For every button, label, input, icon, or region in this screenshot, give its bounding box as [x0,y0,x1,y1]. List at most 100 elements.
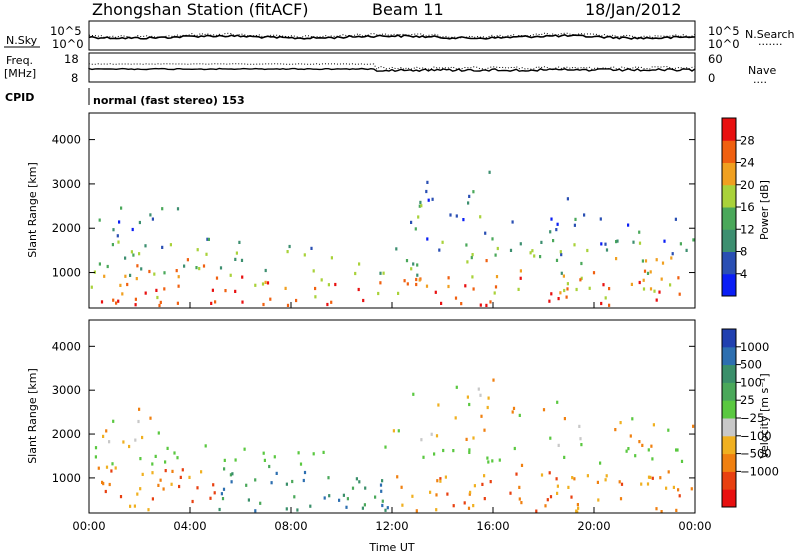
heatmap-cell [614,428,617,432]
heatmap-cell [263,458,266,462]
heatmap-cell [573,477,576,481]
heatmap-cell [223,458,226,462]
heatmap-cell [275,471,278,475]
heatmap-cell [483,497,486,501]
heatmap-cell [139,457,142,461]
heatmap-cell [489,300,492,304]
heatmap-cell [426,180,429,184]
heatmap-cell [411,494,414,498]
heatmap-cell [327,283,330,287]
heatmap-cell [234,289,237,293]
heatmap-cell [382,271,385,275]
heatmap-cell [472,436,475,440]
heatmap-cell [134,297,137,301]
heatmap-cell [586,474,589,478]
heatmap-cell [131,227,134,232]
heatmap-cell [464,284,467,288]
heatmap-cell [326,302,329,307]
heatmap-cell [576,503,579,507]
heatmap-cell [346,497,349,501]
heatmap-cell [449,213,452,217]
heatmap-cell [433,452,436,456]
heatmap-cell [149,213,152,217]
heatmap-cell [261,282,265,286]
heatmap-cell [144,244,147,248]
heatmap-cell [552,239,555,243]
heatmap-cell [229,473,232,477]
heatmap-cell [555,258,559,262]
heatmap-cell [470,256,473,260]
heatmap-cell [121,292,124,296]
heatmap-cell [533,254,536,258]
sky-right-label: N.Search [745,28,795,41]
heatmap-cell [137,419,140,424]
heatmap-cell [426,237,429,241]
heatmap-cell [463,501,466,505]
heatmap-cell [176,301,179,305]
heatmap-cell [111,462,114,466]
velocity-colorbar-label: 25 [740,393,755,407]
velocity-colorbar-label: 1000 [740,340,769,354]
heatmap-cell [191,499,194,504]
beam-label: Beam 11 [372,0,444,19]
heatmap-cell [374,495,377,499]
cpid-label: CPID [5,91,34,104]
heatmap-cell [472,504,475,508]
heatmap-cell [288,244,291,249]
heatmap-cell [550,292,553,296]
heatmap-cell [98,218,101,222]
heatmap-cell [638,241,642,245]
heatmap-cell [431,197,434,201]
heatmap-cell [556,400,559,404]
heatmap-cell [677,488,680,492]
heatmap-cell [358,262,361,266]
heatmap-cell [640,482,643,486]
power-ytick-label: 3000 [52,177,81,191]
heatmap-cell [363,503,366,507]
heatmap-cell [466,395,469,399]
power-colorbar-swatch [722,118,736,141]
heatmap-cell [649,270,652,274]
heatmap-cell [273,455,276,459]
heatmap-cell [435,508,438,512]
heatmap-cell [240,258,244,262]
heatmap-cell [563,417,566,421]
heatmap-cell [406,282,409,286]
heatmap-cell [141,435,144,440]
heatmap-cell [441,240,444,244]
velocity-colorbar-label: −25 [740,411,764,425]
heatmap-cell [571,476,574,480]
heatmap-cell [692,424,695,428]
heatmap-cell [539,255,542,259]
heatmap-cell [435,434,439,438]
heatmap-cell [556,484,559,488]
heatmap-cell [175,269,178,273]
heatmap-cell [574,217,577,221]
velocity-colorbar-swatch [722,364,736,383]
heatmap-cell [557,443,560,447]
heatmap-cell [479,215,482,219]
heatmap-cell [312,269,315,273]
freq-left-label: Freq. [6,54,33,67]
heatmap-cell [90,285,93,289]
heatmap-cell [549,495,553,499]
heatmap-cell [215,276,219,280]
heatmap-cell [262,302,265,307]
heatmap-cell [183,264,186,268]
heatmap-cell [211,288,214,292]
heatmap-cell [638,280,641,285]
heatmap-cell [170,482,173,486]
heatmap-cell [230,480,233,484]
heatmap-cell [438,248,441,252]
heatmap-cell [550,217,553,221]
heatmap-cell [262,451,265,455]
velocity-ylabel: Slant Range [km] [26,368,39,464]
heatmap-cell [511,410,514,414]
heatmap-cell [181,468,184,472]
heatmap-cell [643,269,647,273]
power-colorbar-label: 4 [740,267,747,281]
heatmap-cell [615,240,618,244]
heatmap-cell [209,496,212,500]
heatmap-cell [173,451,176,455]
heatmap-cell [210,301,213,305]
